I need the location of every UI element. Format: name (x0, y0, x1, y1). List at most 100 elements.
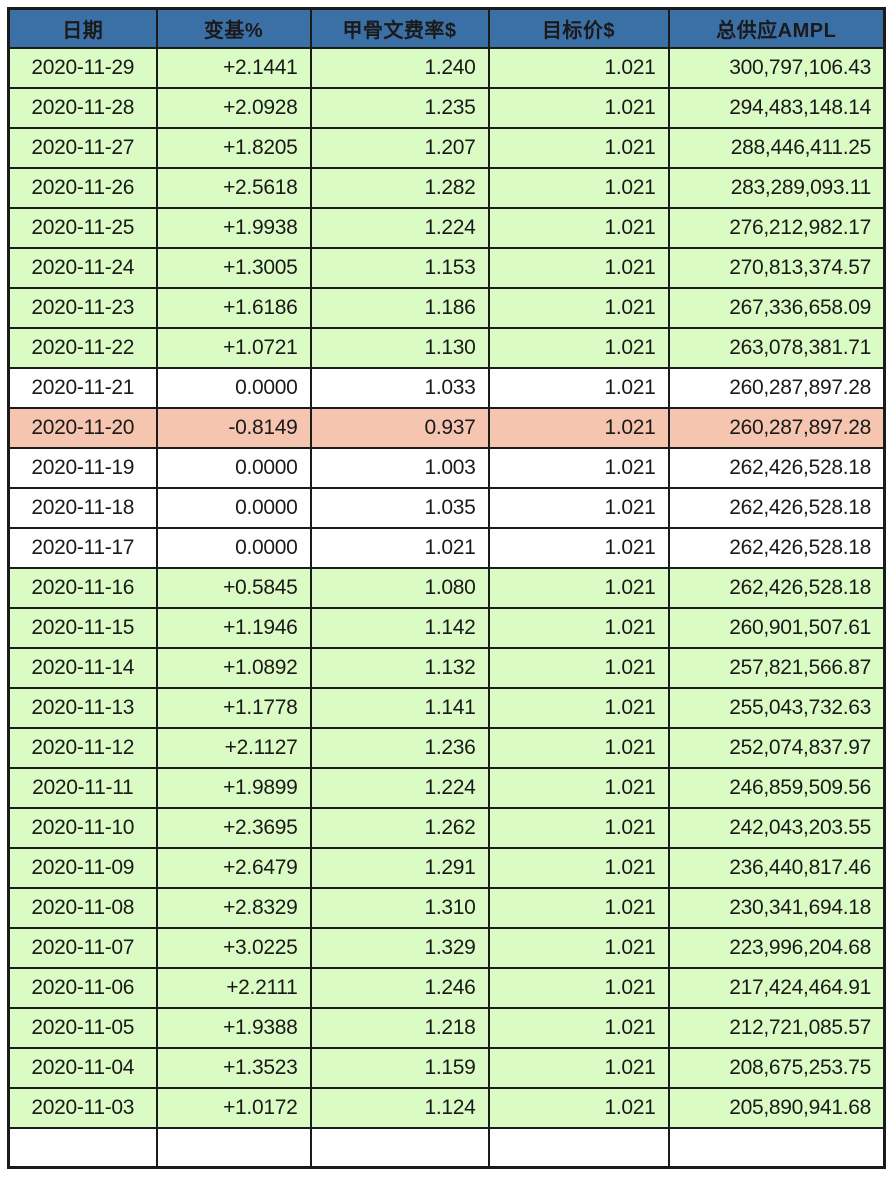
table-row: 2020-11-28 +2.0928 1.235 1.021 294,483,148.1… (7, 86, 886, 129)
cell-rebase: +1.1778 (155, 686, 312, 729)
table-row-partial (7, 1126, 886, 1169)
cell-target-price: 1.021 (487, 646, 670, 689)
cell-total-supply: 230,341,694.18 (667, 886, 886, 929)
cell-total-supply: 262,426,528.18 (667, 446, 886, 489)
cell-date: 2020-11-10 (7, 806, 158, 849)
table-row: 2020-11-29 +2.1441 1.240 1.021 300,797,106.4… (7, 46, 886, 89)
cell-total-supply: 205,890,941.68 (667, 1086, 886, 1129)
cell-target-price: 1.021 (487, 126, 670, 169)
cell-total-supply: 260,287,897.28 (667, 406, 886, 449)
table-row: 2020-11-26 +2.5618 1.282 1.021 283,289,093.1… (7, 166, 886, 209)
cell-target-price: 1.021 (487, 806, 670, 849)
cell-target-price: 1.021 (487, 966, 670, 1009)
cell-date: 2020-11-12 (7, 726, 158, 769)
cell-total-supply: 255,043,732.63 (667, 686, 886, 729)
table-row: 2020-11-17 0.0000 1.021 1.021 262,426,528.18 (7, 526, 886, 569)
cell-rebase: 0.0000 (155, 486, 312, 529)
table-row: 2020-11-03 +1.0172 1.124 1.021 205,890,941.6… (7, 1086, 886, 1129)
cell-oracle-rate: 1.141 (309, 686, 490, 729)
cell-total-supply: 236,440,817.46 (667, 846, 886, 889)
cell-total-supply: 288,446,411.25 (667, 126, 886, 169)
cell-target-price: 1.021 (487, 166, 670, 209)
table-row: 2020-11-18 0.0000 1.035 1.021 262,426,528.18 (7, 486, 886, 529)
cell-target-price: 1.021 (487, 846, 670, 889)
cell-date: 2020-11-08 (7, 886, 158, 929)
cell-target-price: 1.021 (487, 326, 670, 369)
cell-oracle-rate: 1.236 (309, 726, 490, 769)
cell-target-price: 1.021 (487, 286, 670, 329)
rebase-history-table: 日期 变基% 甲骨文费率$ 目标价$ 总供应AMPL 2020-11-29 +2.… (7, 7, 886, 1169)
cell-rebase: +1.9899 (155, 766, 312, 809)
cell-total-supply: 223,996,204.68 (667, 926, 886, 969)
cell-total-supply: 257,821,566.87 (667, 646, 886, 689)
cell-oracle-rate: 1.080 (309, 566, 490, 609)
table-row: 2020-11-22 +1.0721 1.130 1.021 263,078,381.7… (7, 326, 886, 369)
cell-target-price: 1.021 (487, 606, 670, 649)
cell-rebase: +1.3523 (155, 1046, 312, 1089)
cell-rebase: 0.0000 (155, 526, 312, 569)
table-body: 2020-11-29 +2.1441 1.240 1.021 300,797,106.4… (7, 46, 886, 1169)
cell-oracle-rate: 1.035 (309, 486, 490, 529)
cell-rebase: +0.5845 (155, 566, 312, 609)
cell-oracle-rate: 1.153 (309, 246, 490, 289)
cell-date: 2020-11-05 (7, 1006, 158, 1049)
table-row: 2020-11-19 0.0000 1.003 1.021 262,426,528.18 (7, 446, 886, 489)
table-row: 2020-11-14 +1.0892 1.132 1.021 257,821,566.8… (7, 646, 886, 689)
column-header-total-supply: 总供应AMPL (667, 7, 886, 49)
cell-target-price: 1.021 (487, 46, 670, 89)
cell-target-price: 1.021 (487, 566, 670, 609)
cell-target-price: 1.021 (487, 726, 670, 769)
cell-total-supply: 252,074,837.97 (667, 726, 886, 769)
cell-target-price: 1.021 (487, 366, 670, 409)
cell-rebase: +1.9938 (155, 206, 312, 249)
cell-rebase: +1.6186 (155, 286, 312, 329)
table-row: 2020-11-04 +1.3523 1.159 1.021 208,675,253.7… (7, 1046, 886, 1089)
cell-oracle-rate: 1.224 (309, 766, 490, 809)
cell-target-price: 1.021 (487, 766, 670, 809)
table-row: 2020-11-12 +2.1127 1.236 1.021 252,074,837.9… (7, 726, 886, 769)
cell-target-price: 1.021 (487, 406, 670, 449)
cell-rebase: +1.1946 (155, 606, 312, 649)
cell-total-supply: 212,721,085.57 (667, 1006, 886, 1049)
cell-oracle-rate: 1.159 (309, 1046, 490, 1089)
cell-date: 2020-11-26 (7, 166, 158, 209)
cell-date: 2020-11-27 (7, 126, 158, 169)
cell-date: 2020-11-07 (7, 926, 158, 969)
cell-total-supply: 263,078,381.71 (667, 326, 886, 369)
column-header-oracle-rate: 甲骨文费率$ (309, 7, 490, 49)
cell-date: 2020-11-24 (7, 246, 158, 289)
cell-total-supply: 267,336,658.09 (667, 286, 886, 329)
cell-oracle-rate: 1.130 (309, 326, 490, 369)
cell-total-supply: 270,813,374.57 (667, 246, 886, 289)
cell-oracle-rate: 1.282 (309, 166, 490, 209)
cell-rebase: +2.1127 (155, 726, 312, 769)
table-row: 2020-11-20 -0.8149 0.937 1.021 260,287,897.2… (7, 406, 886, 449)
cell-total-supply: 242,043,203.55 (667, 806, 886, 849)
table-row: 2020-11-13 +1.1778 1.141 1.021 255,043,732.6… (7, 686, 886, 729)
column-header-target-price: 目标价$ (487, 7, 670, 49)
cell-rebase: +2.2111 (155, 966, 312, 1009)
cell-oracle-rate: 1.033 (309, 366, 490, 409)
cell-oracle-rate: 1.329 (309, 926, 490, 969)
cell-date: 2020-11-20 (7, 406, 158, 449)
cell-date: 2020-11-09 (7, 846, 158, 889)
cell-date: 2020-11-21 (7, 366, 158, 409)
cell-rebase: +1.0721 (155, 326, 312, 369)
cell-target-price: 1.021 (487, 526, 670, 569)
table-row: 2020-11-25 +1.9938 1.224 1.021 276,212,982.1… (7, 206, 886, 249)
cell-rebase: +2.8329 (155, 886, 312, 929)
cell-target-price: 1.021 (487, 686, 670, 729)
table-row: 2020-11-23 +1.6186 1.186 1.021 267,336,658.0… (7, 286, 886, 329)
cell-oracle-rate: 0.937 (309, 406, 490, 449)
cell-target-price: 1.021 (487, 1006, 670, 1049)
cell-oracle-rate: 1.207 (309, 126, 490, 169)
cell-date: 2020-11-13 (7, 686, 158, 729)
cell-rebase: +2.5618 (155, 166, 312, 209)
cell-date: 2020-11-11 (7, 766, 158, 809)
cell-oracle-rate: 1.310 (309, 886, 490, 929)
cell-date: 2020-11-16 (7, 566, 158, 609)
cell-rebase: +1.3005 (155, 246, 312, 289)
cell-target-price: 1.021 (487, 886, 670, 929)
cell-oracle-rate: 1.132 (309, 646, 490, 689)
cell-oracle-rate (309, 1126, 490, 1169)
